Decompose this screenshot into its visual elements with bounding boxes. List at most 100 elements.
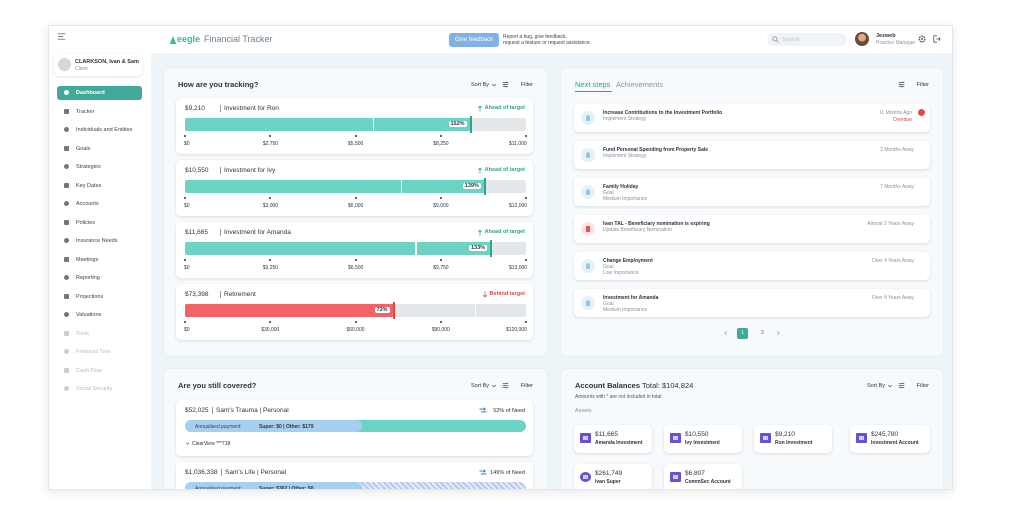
- account-tile[interactable]: $6,807 CommSec Account: [664, 464, 742, 489]
- step-glyph: [586, 263, 590, 269]
- divider: [220, 229, 221, 236]
- tracking-card[interactable]: $73,398 Retirement Behind target 72% $0 $30,0…: [176, 284, 533, 340]
- nav-item[interactable]: Tracker: [57, 105, 142, 119]
- step-title: Change Employment: [603, 258, 653, 264]
- search-box[interactable]: Search: [767, 33, 847, 46]
- tab[interactable]: Achievements: [616, 80, 664, 89]
- filter-button[interactable]: Filter: [520, 82, 533, 88]
- status: Ahead of target: [484, 229, 525, 235]
- progress-fill: [185, 180, 485, 193]
- nav-icon: [64, 275, 69, 280]
- nav-item[interactable]: Insurance Needs: [57, 234, 142, 248]
- nav-item[interactable]: Meetings: [57, 253, 142, 267]
- step-status: Overdue: [892, 117, 912, 123]
- tick-dot: [269, 197, 272, 199]
- account-icon-inner: [583, 436, 588, 440]
- nav-icon: [64, 238, 69, 243]
- sort-button[interactable]: Sort By: [866, 383, 885, 389]
- nav-item[interactable]: Projections: [57, 290, 142, 304]
- tracking-card[interactable]: $11,665 Investment for Amanda Ahead of tar…: [176, 222, 533, 278]
- sort-button[interactable]: Sort By: [470, 82, 489, 88]
- page-button[interactable]: 1: [737, 328, 748, 339]
- nav-icon: [64, 256, 69, 262]
- nav-icon: [64, 312, 69, 317]
- filter-icon: [502, 382, 509, 389]
- tick-label: $6,000: [348, 203, 364, 209]
- progress-fill: [185, 304, 394, 317]
- account-tile[interactable]: $10,550 Ivy Investment: [664, 425, 742, 453]
- tracking-card[interactable]: $10,550 Investment for Ivy Ahead of target…: [176, 160, 533, 216]
- step-time: Almost 2 Years Away: [867, 221, 914, 227]
- step-detail: Goal: [603, 301, 614, 307]
- step-card[interactable]: Family Holiday Goal Medium Importance 7 Mon…: [574, 178, 930, 206]
- account-tile[interactable]: $261,749 Ivan Super: [574, 464, 652, 489]
- policy-card[interactable]: $52,025 Sam's Trauma | Personal 52% of Nee…: [176, 400, 533, 456]
- nav-item[interactable]: Tools: [57, 327, 142, 341]
- nav-item[interactable]: Reporting: [57, 271, 142, 285]
- divider: [220, 105, 221, 112]
- panel-title: Are you still covered?: [178, 381, 257, 390]
- tick-dot: [525, 197, 527, 199]
- account-amount: $10,550: [685, 431, 709, 438]
- tracking-panel: How are you tracking? Sort By Filter $9,210…: [164, 68, 547, 356]
- nav-item[interactable]: Social Security: [57, 382, 142, 396]
- step-card[interactable]: Change Employment Goal Low Importance Over …: [574, 252, 930, 280]
- step-detail: Medium Importance: [603, 196, 648, 202]
- policy-name: Sam's Trauma | Personal: [216, 407, 289, 414]
- sort-chevron: [491, 83, 497, 87]
- nav-item[interactable]: Cash Flow: [57, 364, 142, 378]
- step-card[interactable]: Fund Personal Spending from Property Sal…: [574, 141, 930, 169]
- page-button[interactable]: 2: [761, 330, 764, 336]
- account-icon-inner: [673, 475, 678, 479]
- amount: $9,210: [185, 105, 205, 112]
- nav-item[interactable]: Policies: [57, 216, 142, 230]
- account-tile[interactable]: $245,780 Investment Account: [850, 425, 930, 453]
- step-time: 7 Months Away: [880, 184, 914, 190]
- tick-label: $120,000: [506, 327, 527, 333]
- payment-pill: Annualised payment: Super: $362 | Other: …: [185, 482, 362, 489]
- nav-item[interactable]: Individuals and Entities: [57, 123, 142, 137]
- step-detail: Medium Importance: [603, 307, 648, 313]
- nav-label: Reporting: [76, 275, 100, 281]
- tracking-card[interactable]: $9,210 Investment for Ron Ahead of target 1…: [176, 98, 533, 154]
- step-card[interactable]: Increase Contributions to the Investment…: [574, 104, 930, 132]
- status-arrow: [477, 105, 483, 112]
- nav-item[interactable]: Dashboard: [57, 86, 142, 100]
- sort-button[interactable]: Sort By: [470, 383, 489, 389]
- tick-dot: [354, 321, 357, 323]
- account-tile[interactable]: $11,665 Amanda Investment: [574, 425, 652, 453]
- filter-button[interactable]: Filter: [916, 82, 929, 88]
- tick-dot: [184, 321, 186, 323]
- step-card[interactable]: Investment for Amanda Goal Medium Importan…: [574, 289, 930, 317]
- nav-item[interactable]: Financial Tree: [57, 345, 142, 359]
- page-prev: [724, 330, 727, 336]
- account-tile[interactable]: $9,210 Ron Investment: [754, 425, 832, 453]
- client-avatar: [58, 58, 71, 71]
- policy-card[interactable]: $1,036,338 Sam's Life | Personal 149% of N…: [176, 462, 533, 489]
- tick-label: $12,000: [509, 203, 528, 209]
- filter-button[interactable]: Filter: [916, 383, 929, 389]
- step-card[interactable]: Ivan TAL - Beneficiary nomination is exp…: [574, 215, 930, 243]
- progress-label: 139%: [462, 183, 481, 189]
- account-amount: $6,807: [685, 470, 705, 477]
- nav-label: Valuations: [76, 312, 102, 318]
- logout-icon: [933, 35, 941, 43]
- filter-button[interactable]: Filter: [520, 383, 533, 389]
- account-name: CommSec Account: [685, 479, 731, 485]
- client-card[interactable]: CLARKSON, Ivan & Sam Client: [54, 54, 142, 76]
- tab-active[interactable]: Next steps: [575, 80, 611, 89]
- account-icon-inner: [859, 436, 864, 440]
- tick-label: $3,000: [262, 203, 279, 209]
- nav-item[interactable]: Valuations: [57, 308, 142, 322]
- nav-item[interactable]: Strategies: [57, 160, 142, 174]
- account-name: Investment Account: [871, 440, 919, 446]
- nav-item[interactable]: Key Dates: [57, 179, 142, 193]
- policy-provider[interactable]: ClearView ***718: [192, 441, 231, 447]
- feedback-button[interactable]: Give feedback: [449, 33, 499, 47]
- divider: [220, 291, 221, 298]
- nav-item[interactable]: Accounts: [57, 197, 142, 211]
- tick-label: $3,250: [262, 265, 279, 271]
- nav-item[interactable]: Goals: [57, 142, 142, 156]
